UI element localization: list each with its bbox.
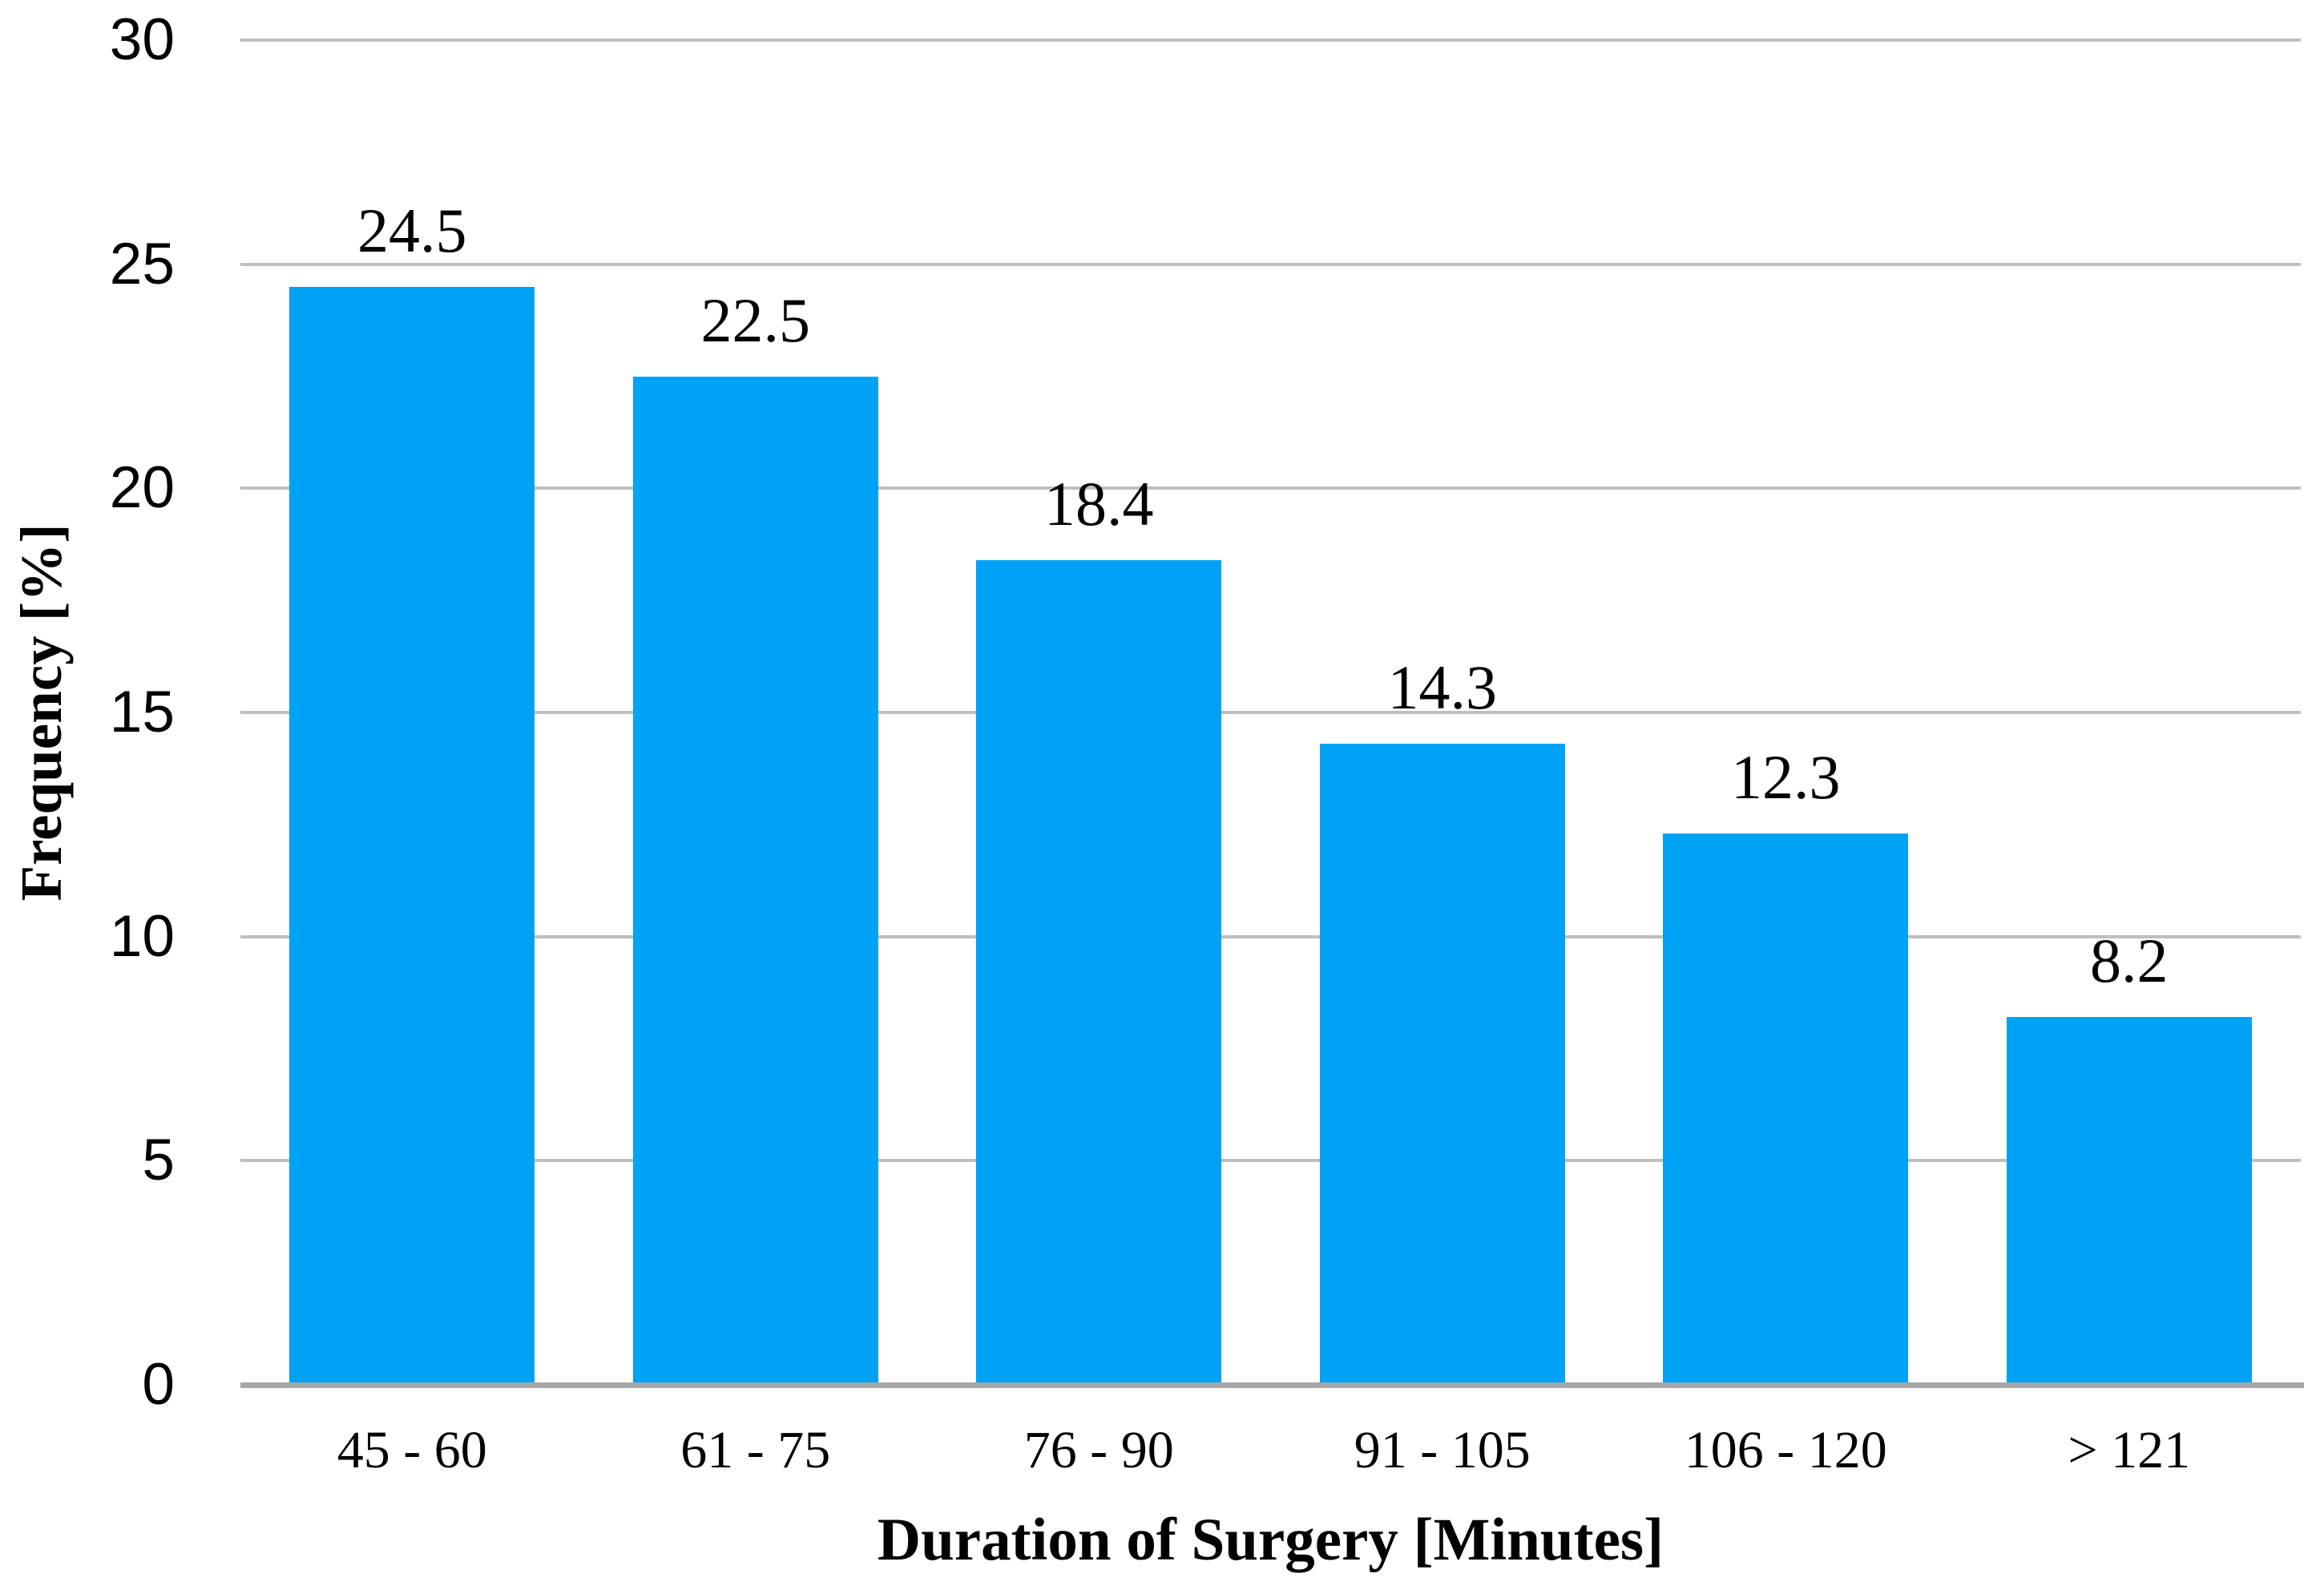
bar-1 [289,286,535,1385]
gridline-30 [240,38,2301,42]
bar-value-label-6: 8.2 [2090,926,2169,996]
y-tick-label-10: 10 [109,903,175,969]
bar-value-label-4: 14.3 [1387,652,1498,723]
bar-2 [632,376,878,1385]
y-tick-label-15: 15 [109,680,175,745]
x-tick-label-3: 76 - 90 [1023,1421,1174,1479]
bar-3 [976,559,1222,1385]
gridline-15 [240,711,2301,714]
gridline-20 [240,486,2301,490]
bar-5 [1663,833,1909,1385]
y-tick-label-0: 0 [142,1352,175,1417]
y-tick-label-5: 5 [142,1128,175,1193]
y-tick-label-25: 25 [109,231,175,297]
x-tick-label-1: 45 - 60 [337,1421,487,1479]
bar-value-label-2: 22.5 [700,284,811,355]
x-tick-label-5: 106 - 120 [1684,1421,1887,1479]
plot-area: 24.5 22.5 18.4 14.3 12.3 8.2 [240,38,2301,1385]
bar-value-label-5: 12.3 [1731,742,1841,813]
gridline-25 [240,262,2301,266]
bar-value-label-1: 24.5 [357,195,467,265]
gridline-10 [240,934,2301,938]
y-tick-label-30: 30 [109,7,175,72]
x-tick-label-4: 91 - 105 [1354,1421,1531,1479]
x-tick-label-6: > 121 [2068,1421,2191,1479]
x-axis-line [240,1382,2304,1388]
y-tick-label-20: 20 [109,455,175,521]
gridline-5 [240,1159,2301,1163]
bar-4 [1319,744,1565,1385]
x-tick-label-2: 61 - 75 [680,1421,831,1479]
bar-6 [2006,1017,2252,1385]
bar-value-label-3: 18.4 [1044,468,1154,539]
x-axis-title: Duration of Surgery [Minutes] [877,1507,1664,1573]
